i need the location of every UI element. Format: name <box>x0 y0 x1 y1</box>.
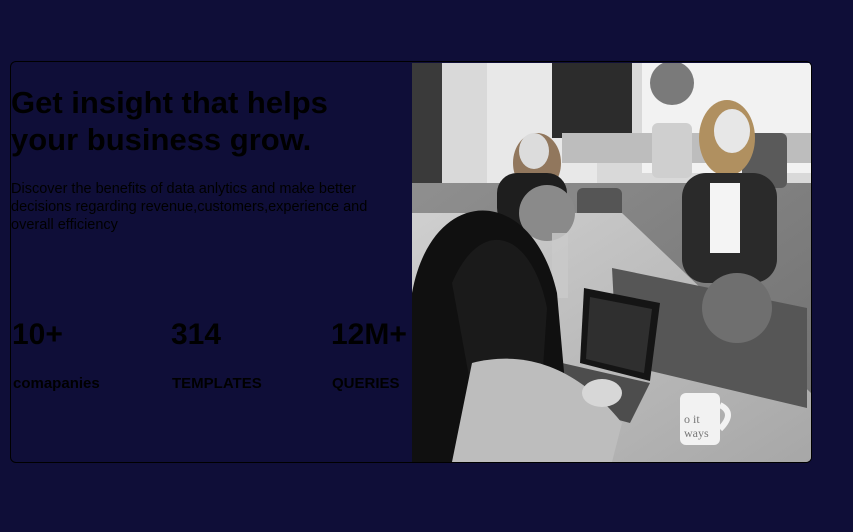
stat-label: comapanies <box>13 375 100 392</box>
hero-headline: Get insight that helps your business gro… <box>11 84 411 158</box>
photo-illustration: o it ways <box>412 63 811 462</box>
hero-card: Get insight that helps your business gro… <box>10 61 812 463</box>
headline-line-1: Get insight that helps <box>11 85 328 120</box>
stat-companies: 10+ comapanies <box>12 317 100 392</box>
hero-description: Discover the benefits of data anlytics a… <box>11 181 368 233</box>
stat-value: 10+ <box>12 318 63 351</box>
office-team-photo: o it ways <box>412 63 811 462</box>
svg-text:ways: ways <box>684 426 709 440</box>
stat-label: QUERIES <box>332 375 400 392</box>
hero-text-panel: Get insight that helps your business gro… <box>11 62 412 462</box>
headline-line-2: your business grow. <box>11 122 312 157</box>
stat-label: TEMPLATES <box>172 375 262 392</box>
stat-queries: 12M+ QUERIES <box>331 317 407 392</box>
stat-templates: 314 TEMPLATES <box>171 317 262 392</box>
stat-value: 314 <box>171 318 222 351</box>
svg-text:o it: o it <box>684 412 700 426</box>
stat-value: 12M+ <box>331 318 407 351</box>
